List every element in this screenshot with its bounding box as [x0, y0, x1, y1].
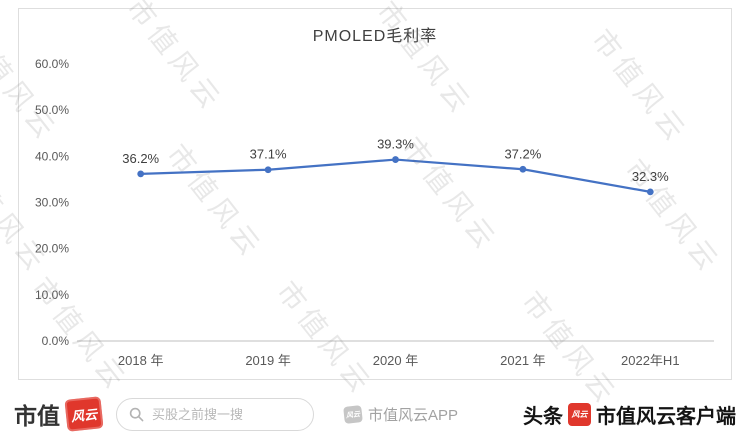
line-chart: 0.0% 10.0% 20.0% 30.0% 40.0% 50.0% 60.0% 2018 年… — [35, 57, 714, 368]
client-name-text: 市值风云客户端 — [596, 405, 736, 428]
footer-bar: 市值 风云 风云 市值风云APP 头条 风云 市值风云客户端 — [0, 385, 750, 443]
y-axis-tick-label: 60.0% — [35, 57, 69, 71]
y-axis-tick-label: 30.0% — [35, 196, 69, 210]
x-axis-tick-label: 2022年H1 — [621, 353, 680, 368]
toutiao-text: 头条 — [523, 405, 563, 428]
chart-title: PMOLED毛利率 — [312, 28, 438, 45]
fengyun-stamp-logo: 风云 — [64, 396, 104, 432]
app-name-text: 市值风云APP — [368, 406, 459, 424]
y-axis-tick-label: 40.0% — [35, 149, 69, 163]
y-axis-tick-label: 20.0% — [35, 242, 69, 256]
y-axis-tick-label: 50.0% — [35, 103, 69, 117]
search-input[interactable] — [152, 406, 301, 422]
fengyun-mini-logo-icon: 风云 — [343, 404, 363, 424]
data-point-label: 36.2% — [122, 151, 159, 166]
data-point-marker — [646, 188, 654, 196]
data-point-marker — [264, 166, 272, 174]
y-axis-tick-label: 0.0% — [42, 334, 70, 348]
data-point-label: 32.3% — [632, 169, 669, 184]
chart-card: PMOLED毛利率 0.0% 10.0% 20.0% 30.0% 40.0% 50.0% 6… — [18, 8, 732, 380]
x-axis-tick-label: 2019 年 — [245, 353, 291, 368]
x-axis-tick-label: 2018 年 — [118, 353, 164, 368]
fengyun-red-logo-icon: 风云 — [568, 402, 591, 426]
search-box[interactable] — [116, 397, 314, 431]
series-line — [140, 158, 651, 193]
data-point-marker — [519, 165, 527, 173]
toutiao-account-label: 头条 风云 市值风云客户端 — [523, 400, 736, 429]
x-axis-tick-label: 2020 年 — [373, 353, 419, 368]
data-point-label: 37.1% — [250, 147, 287, 162]
data-point-marker — [137, 170, 145, 178]
brand-name-text: 市值 — [14, 403, 60, 429]
app-watermark-label: 风云 市值风云APP — [343, 404, 459, 425]
data-point-marker — [392, 156, 399, 163]
data-point-label: 39.3% — [377, 137, 414, 152]
search-icon — [129, 407, 144, 421]
data-point-label: 37.2% — [504, 146, 541, 161]
brand-logo: 市值 风云 — [14, 396, 104, 432]
y-axis-tick-label: 10.0% — [35, 288, 69, 302]
x-axis-tick-label: 2021 年 — [500, 353, 546, 368]
